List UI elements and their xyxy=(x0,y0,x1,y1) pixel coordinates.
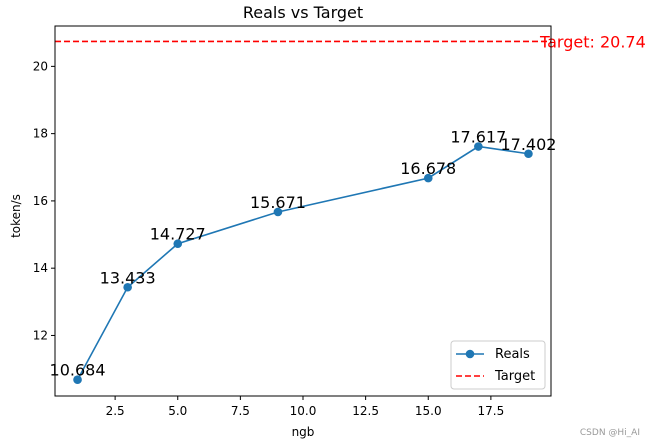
data-point xyxy=(123,282,132,292)
data-label: 10.684 xyxy=(50,361,106,380)
x-tick-label: 5.0 xyxy=(168,404,187,418)
x-axis-label: ngb xyxy=(292,425,315,439)
y-axis-label: token/s xyxy=(9,194,23,238)
legend-box xyxy=(450,340,546,390)
data-point xyxy=(273,207,283,217)
watermark: CSDN @Hi_AI xyxy=(579,428,640,438)
x-tick-label: 2.5 xyxy=(106,404,125,418)
legend-target-label: Target xyxy=(494,369,535,384)
x-tick-label: 17.5 xyxy=(478,404,505,418)
data-label: 15.671 xyxy=(250,193,306,212)
data-point xyxy=(474,142,483,151)
x-tick-label: 7.5 xyxy=(231,404,250,418)
x-tick-label: 12.5 xyxy=(352,404,379,418)
target-line-label: Target: 20.74 xyxy=(539,32,646,51)
x-tick-label: 10.0 xyxy=(290,404,317,418)
y-tick-label: 18 xyxy=(33,127,48,141)
plot-area: Target: 20.74 10.684 13.433 14.727 15.671 16.… xyxy=(33,25,646,418)
data-label: 16.678 xyxy=(400,159,456,178)
data-label: 14.727 xyxy=(150,225,206,244)
chart-title: Reals vs Target xyxy=(243,3,363,22)
legend-reals-marker xyxy=(465,349,475,359)
data-point xyxy=(73,375,82,385)
y-tick-label: 16 xyxy=(33,194,48,208)
data-point xyxy=(173,239,183,249)
y-tick-label: 14 xyxy=(33,261,48,275)
data-label: 17.617 xyxy=(450,128,506,147)
legend-reals-label: Reals xyxy=(495,347,530,362)
data-point xyxy=(524,149,533,159)
data-label: 17.402 xyxy=(500,135,556,154)
y-tick-label: 12 xyxy=(33,328,48,342)
x-tick-label: 15.0 xyxy=(415,404,442,418)
data-label: 13.433 xyxy=(100,268,156,287)
data-point xyxy=(423,173,433,183)
y-tick-label: 20 xyxy=(33,59,48,73)
